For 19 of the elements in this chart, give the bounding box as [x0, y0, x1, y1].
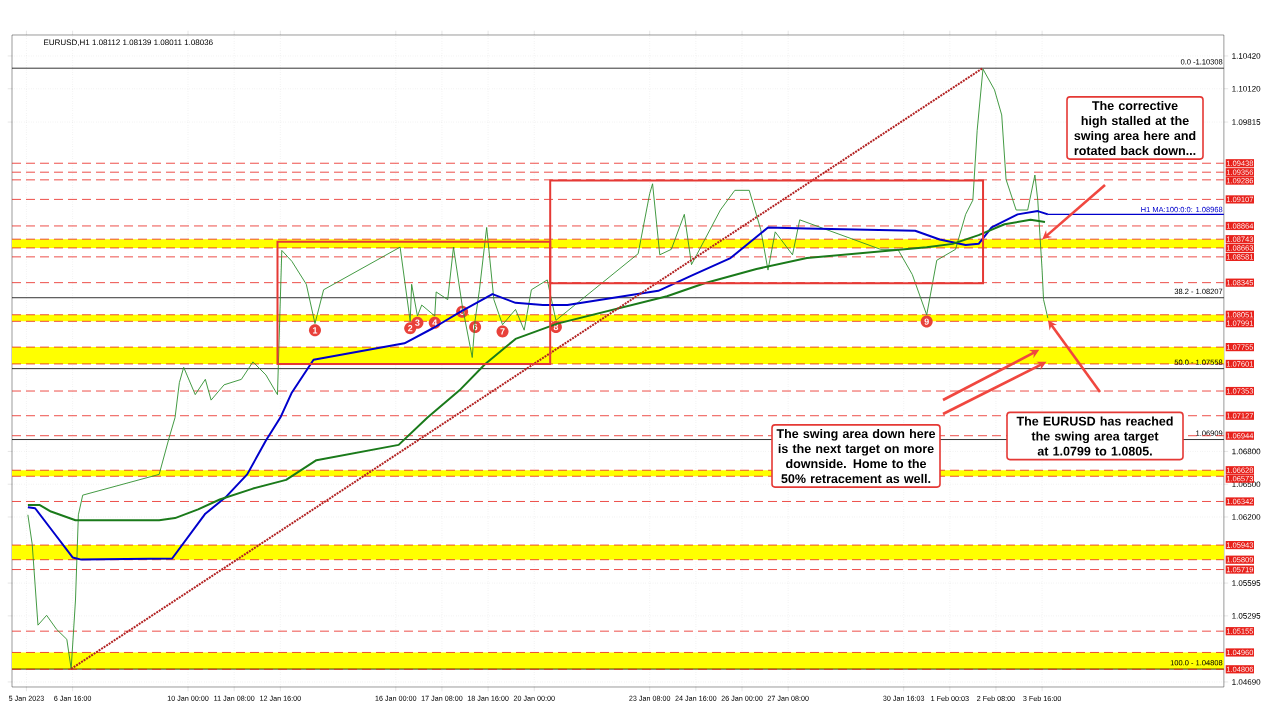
y-tick-label: 1.05295	[1232, 613, 1261, 619]
annotation: The EURUSD has reached the swing area target at 1.0799 to 1.0805.	[1016, 416, 1173, 456]
annotation: The swing area down here is the next target on more downside. Home to the 50% retracement as well.	[776, 428, 936, 484]
y-tick-label: 1.06800	[1232, 448, 1261, 455]
y-tick-label: 1.05595	[1232, 580, 1261, 586]
annotation: The corrective high stalled at the swing area here and rotated back down...	[1074, 100, 1196, 156]
annotation: 6	[472, 323, 478, 331]
annotation: 4	[432, 319, 438, 326]
annotation: 1	[313, 327, 318, 334]
y-tick-label: 1.10120	[1232, 85, 1261, 92]
annotation: 3	[415, 319, 420, 326]
annotation: 7	[500, 328, 505, 335]
chart-title: EURUSD,H1 1.08112 1.08139 1.08011 1.08036	[44, 39, 213, 47]
annotation: 9	[924, 318, 929, 325]
annotation: 2	[408, 324, 413, 332]
y-tick-label: 1.09815	[1232, 119, 1261, 125]
y-tick-label: 1.04690	[1232, 679, 1261, 685]
y-tick-label: 1.06200	[1232, 514, 1261, 520]
y-tick-label: 1.10420	[1232, 53, 1261, 59]
